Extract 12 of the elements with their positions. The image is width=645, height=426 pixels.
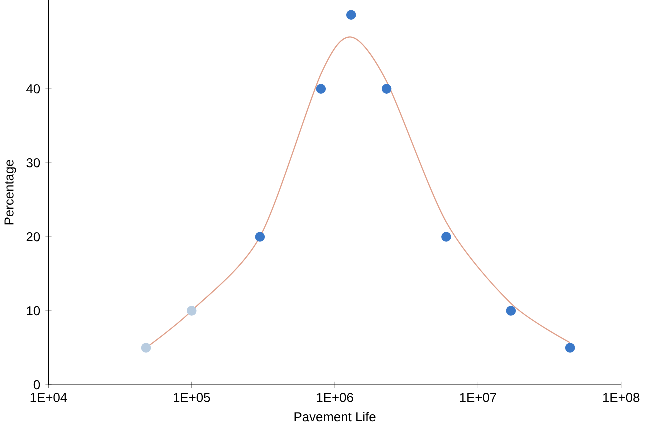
y-tick-label: 40 xyxy=(26,84,40,94)
y-tick-label: 30 xyxy=(26,158,40,168)
y-axis-title: Percentage xyxy=(4,160,16,224)
x-tick-label: 1E+05 xyxy=(174,392,210,402)
y-tick-label: 10 xyxy=(27,306,40,316)
y-tick-label: 20 xyxy=(26,232,40,242)
x-tick-label: 1E+06 xyxy=(317,392,354,402)
x-axis-title: Pavement Life xyxy=(294,412,376,422)
x-tick-label: 1E+04 xyxy=(30,392,68,402)
x-tick-label: 1E+08 xyxy=(603,392,640,402)
y-tick-label: 0 xyxy=(34,380,40,390)
x-tick-label: 1E+07 xyxy=(460,392,496,402)
